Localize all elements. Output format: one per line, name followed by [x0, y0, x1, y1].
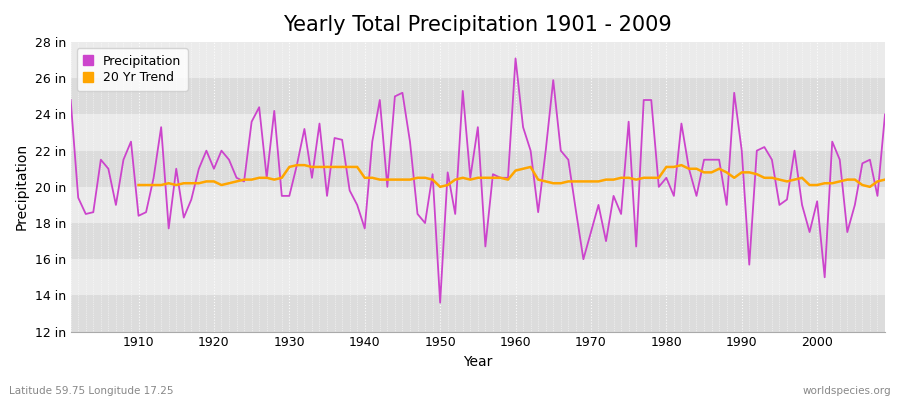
Precipitation	[126, 139, 137, 144]
Line: 20 Yr Trend: 20 Yr Trend	[139, 165, 885, 187]
Bar	[71, 223, 885, 259]
Text: worldspecies.org: worldspecies.org	[803, 386, 891, 396]
Precipitation	[518, 125, 528, 130]
Bar	[71, 78, 885, 114]
Bar	[71, 187, 885, 223]
Legend: Precipitation, 20 Yr Trend: Precipitation, 20 Yr Trend	[76, 48, 188, 91]
20 Yr Trend	[879, 177, 890, 182]
Y-axis label: Precipitation: Precipitation	[15, 143, 29, 230]
20 Yr Trend	[276, 176, 287, 180]
Precipitation	[526, 148, 536, 153]
20 Yr Trend	[314, 164, 325, 169]
Text: Latitude 59.75 Longitude 17.25: Latitude 59.75 Longitude 17.25	[9, 386, 174, 396]
20 Yr Trend	[857, 183, 868, 188]
Bar	[71, 114, 885, 151]
X-axis label: Year: Year	[464, 355, 492, 369]
Bar	[71, 295, 885, 332]
20 Yr Trend	[133, 183, 144, 188]
Precipitation	[337, 138, 347, 142]
Precipitation	[292, 163, 302, 168]
Title: Yearly Total Precipitation 1901 - 2009: Yearly Total Precipitation 1901 - 2009	[284, 15, 672, 35]
Precipitation	[435, 300, 446, 305]
Precipitation	[879, 112, 890, 117]
Line: Precipitation: Precipitation	[71, 58, 885, 303]
20 Yr Trend	[435, 184, 446, 189]
Bar	[71, 42, 885, 78]
Bar	[71, 151, 885, 187]
Precipitation	[510, 56, 521, 61]
Precipitation	[616, 212, 626, 216]
Bar	[71, 259, 885, 295]
20 Yr Trend	[292, 163, 302, 168]
20 Yr Trend	[593, 179, 604, 184]
Precipitation	[66, 98, 77, 102]
20 Yr Trend	[533, 177, 544, 182]
20 Yr Trend	[834, 179, 845, 184]
